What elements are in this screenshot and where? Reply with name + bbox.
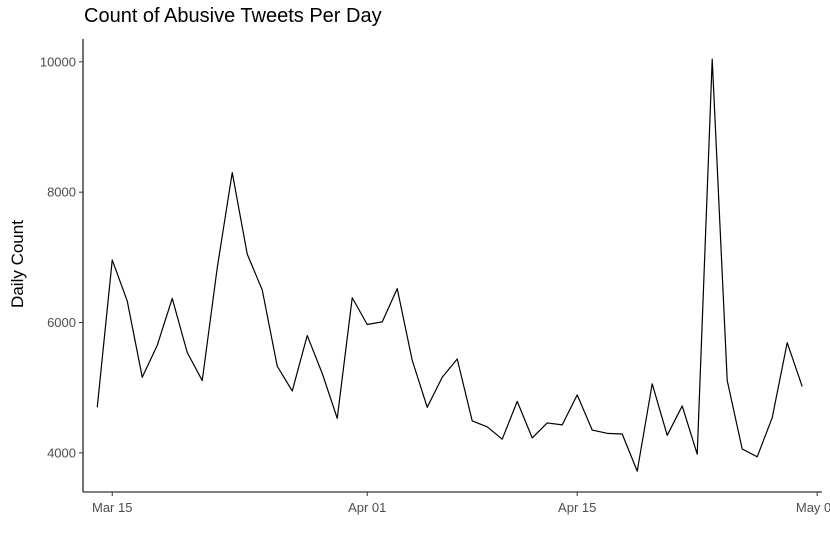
y-tick-label: 8000 [47,185,76,200]
chart-title: Count of Abusive Tweets Per Day [84,5,382,27]
x-ticks: Mar 15 Apr 01 Apr 15 May 01 [92,492,830,515]
y-tick-label: 6000 [47,315,76,330]
y-axis-title: Daily Count [8,220,27,308]
x-tick-label: May 01 [796,500,830,515]
y-tick-label: 10000 [40,54,76,69]
x-tick-label: Mar 15 [92,500,132,515]
y-ticks: 4000 6000 8000 10000 [40,54,83,460]
y-tick-label: 4000 [47,445,76,460]
x-tick-label: Apr 01 [348,500,386,515]
series-line [96,58,803,472]
y-axis-title-group: Daily Count [8,220,27,308]
x-tick-label: Apr 15 [558,500,596,515]
